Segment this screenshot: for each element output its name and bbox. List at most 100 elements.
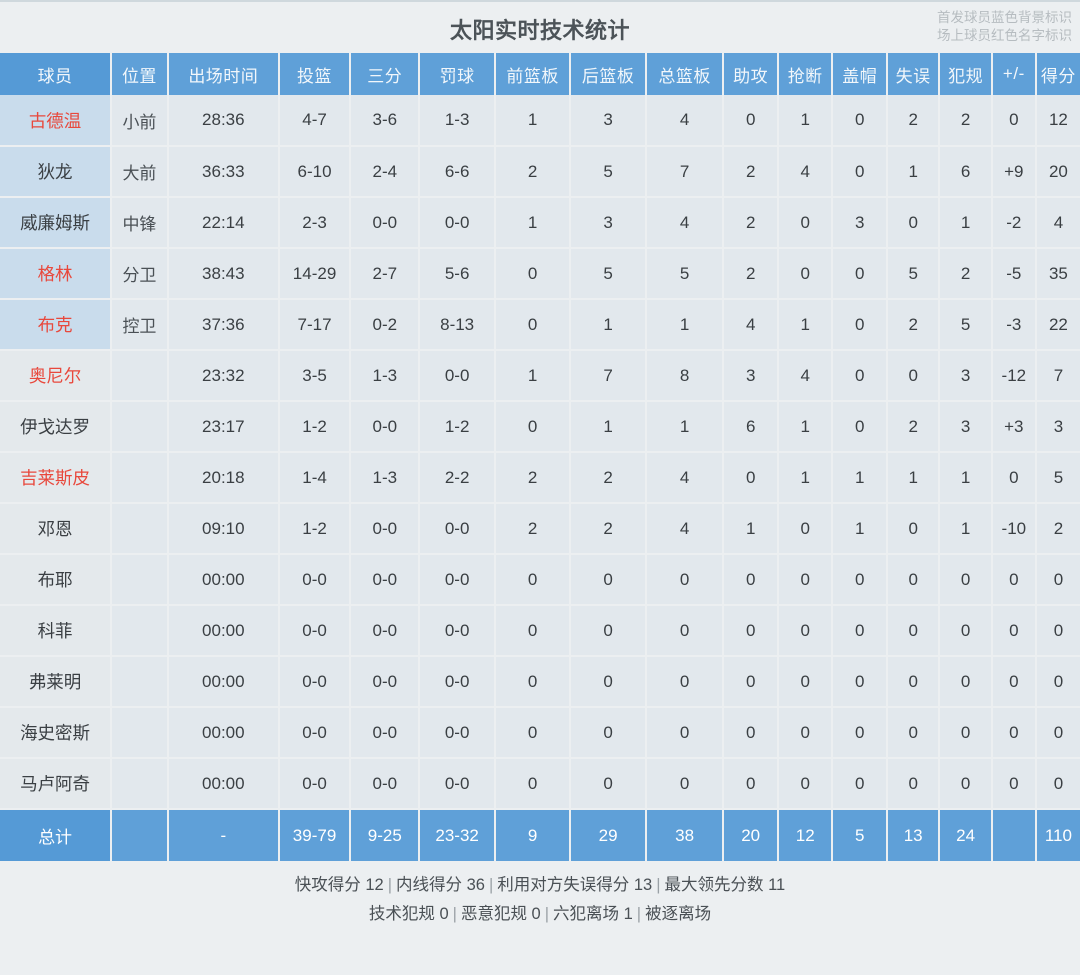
player-row[interactable]: 威廉姆斯 中锋 22:14 2-3 0-0 0-0 1 3 4 2 0 3 0 1 -2 4 [0, 197, 1080, 249]
stat-cell-pf: 0 [939, 758, 993, 810]
player-row[interactable]: 奥尼尔 23:32 3-5 1-3 0-0 1 7 8 3 4 0 0 3 -12 7 [0, 350, 1080, 402]
column-header-pm[interactable]: +/- [991, 53, 1037, 95]
stat-cell-min: 36:33 [167, 146, 280, 198]
stat-cell-stl: 0 [777, 554, 834, 606]
totals-cell-dreb: 29 [570, 809, 647, 861]
stat-cell-dreb: 0 [570, 656, 647, 708]
column-header-ast[interactable]: 助攻 [723, 53, 779, 95]
stat-cell-dreb: 0 [570, 554, 647, 606]
player-row[interactable]: 伊戈达罗 23:17 1-2 0-0 1-2 0 1 1 6 1 0 2 3 +3 3 [0, 401, 1080, 453]
player-row[interactable]: 古德温 小前 28:36 4-7 3-6 1-3 1 3 4 0 1 0 2 2 0 12 [0, 95, 1080, 147]
stat-cell-ft: 5-6 [419, 248, 496, 300]
player-row[interactable]: 布克 控卫 37:36 7-17 0-2 8-13 0 1 1 4 1 0 2 5 -3 22 [0, 299, 1080, 351]
player-position-cell [111, 656, 169, 708]
stat-cell-ft: 0-0 [419, 503, 496, 555]
column-header-reb[interactable]: 总篮板 [645, 53, 725, 95]
stat-cell-blk: 0 [832, 605, 888, 657]
player-position-cell [111, 707, 169, 759]
player-row[interactable]: 海史密斯 00:00 0-0 0-0 0-0 0 0 0 0 0 0 0 0 0 0 [0, 707, 1080, 759]
player-name-cell: 布克 [0, 299, 113, 351]
stat-cell-pts: 12 [1035, 95, 1080, 147]
stat-cell-reb: 4 [645, 503, 725, 555]
totals-cell-min: - [167, 809, 280, 861]
column-header-fg[interactable]: 投篮 [278, 53, 352, 95]
stat-cell-oreb: 0 [494, 707, 572, 759]
stat-cell-tp: 0-2 [350, 299, 421, 351]
player-row[interactable]: 邓恩 09:10 1-2 0-0 0-0 2 2 4 1 0 1 0 1 -10 2 [0, 503, 1080, 555]
player-name-cell: 格林 [0, 248, 113, 300]
stat-cell-oreb: 2 [494, 452, 572, 504]
player-row[interactable]: 狄龙 大前 36:33 6-10 2-4 6-6 2 5 7 2 4 0 1 6 +9 20 [0, 146, 1080, 198]
stat-cell-reb: 0 [645, 758, 725, 810]
stat-cell-reb: 1 [645, 401, 725, 453]
stat-cell-reb: 4 [645, 452, 725, 504]
footer-separator: | [636, 905, 642, 923]
player-position-cell: 大前 [111, 146, 169, 198]
stat-cell-pf: 1 [939, 503, 993, 555]
player-row[interactable]: 科菲 00:00 0-0 0-0 0-0 0 0 0 0 0 0 0 0 0 0 [0, 605, 1080, 657]
column-header-blk[interactable]: 盖帽 [832, 53, 888, 95]
player-name-cell: 古德温 [0, 95, 113, 147]
column-header-min[interactable]: 出场时间 [167, 53, 280, 95]
stat-cell-ft: 2-2 [419, 452, 496, 504]
player-position-cell: 中锋 [111, 197, 169, 249]
player-row[interactable]: 吉莱斯皮 20:18 1-4 1-3 2-2 2 2 4 0 1 1 1 1 0 5 [0, 452, 1080, 504]
stat-cell-oreb: 0 [494, 248, 572, 300]
stat-cell-tp: 0-0 [350, 197, 421, 249]
stat-cell-fg: 0-0 [278, 758, 352, 810]
legend-oncourt-note: 场上球员红色名字标识 [937, 28, 1072, 43]
column-header-dreb[interactable]: 后篮板 [570, 53, 647, 95]
stat-cell-ft: 0-0 [419, 758, 496, 810]
stat-cell-ast: 0 [723, 554, 779, 606]
stat-cell-fg: 0-0 [278, 605, 352, 657]
footer-separator: | [656, 876, 661, 894]
stat-cell-oreb: 2 [494, 146, 572, 198]
stat-cell-stl: 4 [777, 146, 834, 198]
stat-cell-ft: 0-0 [419, 605, 496, 657]
stat-cell-fg: 6-10 [278, 146, 352, 198]
stat-cell-oreb: 0 [494, 758, 572, 810]
column-header-pos[interactable]: 位置 [111, 53, 169, 95]
totals-cell-reb: 38 [645, 809, 725, 861]
stat-cell-dreb: 5 [570, 248, 647, 300]
stat-cell-pf: 3 [939, 350, 993, 402]
player-row[interactable]: 弗莱明 00:00 0-0 0-0 0-0 0 0 0 0 0 0 0 0 0 0 [0, 656, 1080, 708]
stat-cell-stl: 1 [777, 95, 834, 147]
stat-cell-dreb: 1 [570, 299, 647, 351]
stat-cell-oreb: 2 [494, 503, 572, 555]
column-header-stl[interactable]: 抢断 [777, 53, 834, 95]
stat-cell-oreb: 1 [494, 95, 572, 147]
column-header-oreb[interactable]: 前篮板 [494, 53, 572, 95]
column-header-pf[interactable]: 犯规 [939, 53, 993, 95]
stat-cell-pts: 0 [1035, 605, 1080, 657]
stat-cell-tp: 2-4 [350, 146, 421, 198]
player-position-cell [111, 452, 169, 504]
stat-cell-tov: 0 [886, 350, 941, 402]
stat-cell-reb: 4 [645, 95, 725, 147]
stat-cell-oreb: 0 [494, 605, 572, 657]
footer-stat: 六犯离场 1 [553, 905, 633, 923]
stat-cell-pf: 6 [939, 146, 993, 198]
player-row[interactable]: 格林 分卫 38:43 14-29 2-7 5-6 0 5 5 2 0 0 5 2 -5 35 [0, 248, 1080, 300]
stat-cell-tp: 3-6 [350, 95, 421, 147]
player-name-cell: 狄龙 [0, 146, 113, 198]
column-header-ft[interactable]: 罚球 [419, 53, 496, 95]
column-header-tov[interactable]: 失误 [886, 53, 941, 95]
column-header-pts[interactable]: 得分 [1035, 53, 1080, 95]
summary-line-1: 快攻得分 12 | 内线得分 36 | 利用对方失误得分 13 | 最大领先分数 11 [0, 871, 1080, 900]
stat-cell-stl: 0 [777, 248, 834, 300]
stat-cell-pm: -12 [991, 350, 1037, 402]
player-row[interactable]: 马卢阿奇 00:00 0-0 0-0 0-0 0 0 0 0 0 0 0 0 0 0 [0, 758, 1080, 810]
stat-cell-pm: 0 [991, 656, 1037, 708]
player-name-cell: 吉莱斯皮 [0, 452, 113, 504]
stat-cell-tov: 0 [886, 605, 941, 657]
stat-cell-dreb: 3 [570, 95, 647, 147]
column-header-tp[interactable]: 三分 [350, 53, 421, 95]
player-name-cell: 布耶 [0, 554, 113, 606]
footer-separator: | [488, 876, 494, 894]
player-row[interactable]: 布耶 00:00 0-0 0-0 0-0 0 0 0 0 0 0 0 0 0 0 [0, 554, 1080, 606]
stat-cell-blk: 0 [832, 95, 888, 147]
stat-cell-pf: 0 [939, 605, 993, 657]
stat-cell-min: 00:00 [167, 758, 280, 810]
column-header-name[interactable]: 球员 [0, 53, 113, 95]
